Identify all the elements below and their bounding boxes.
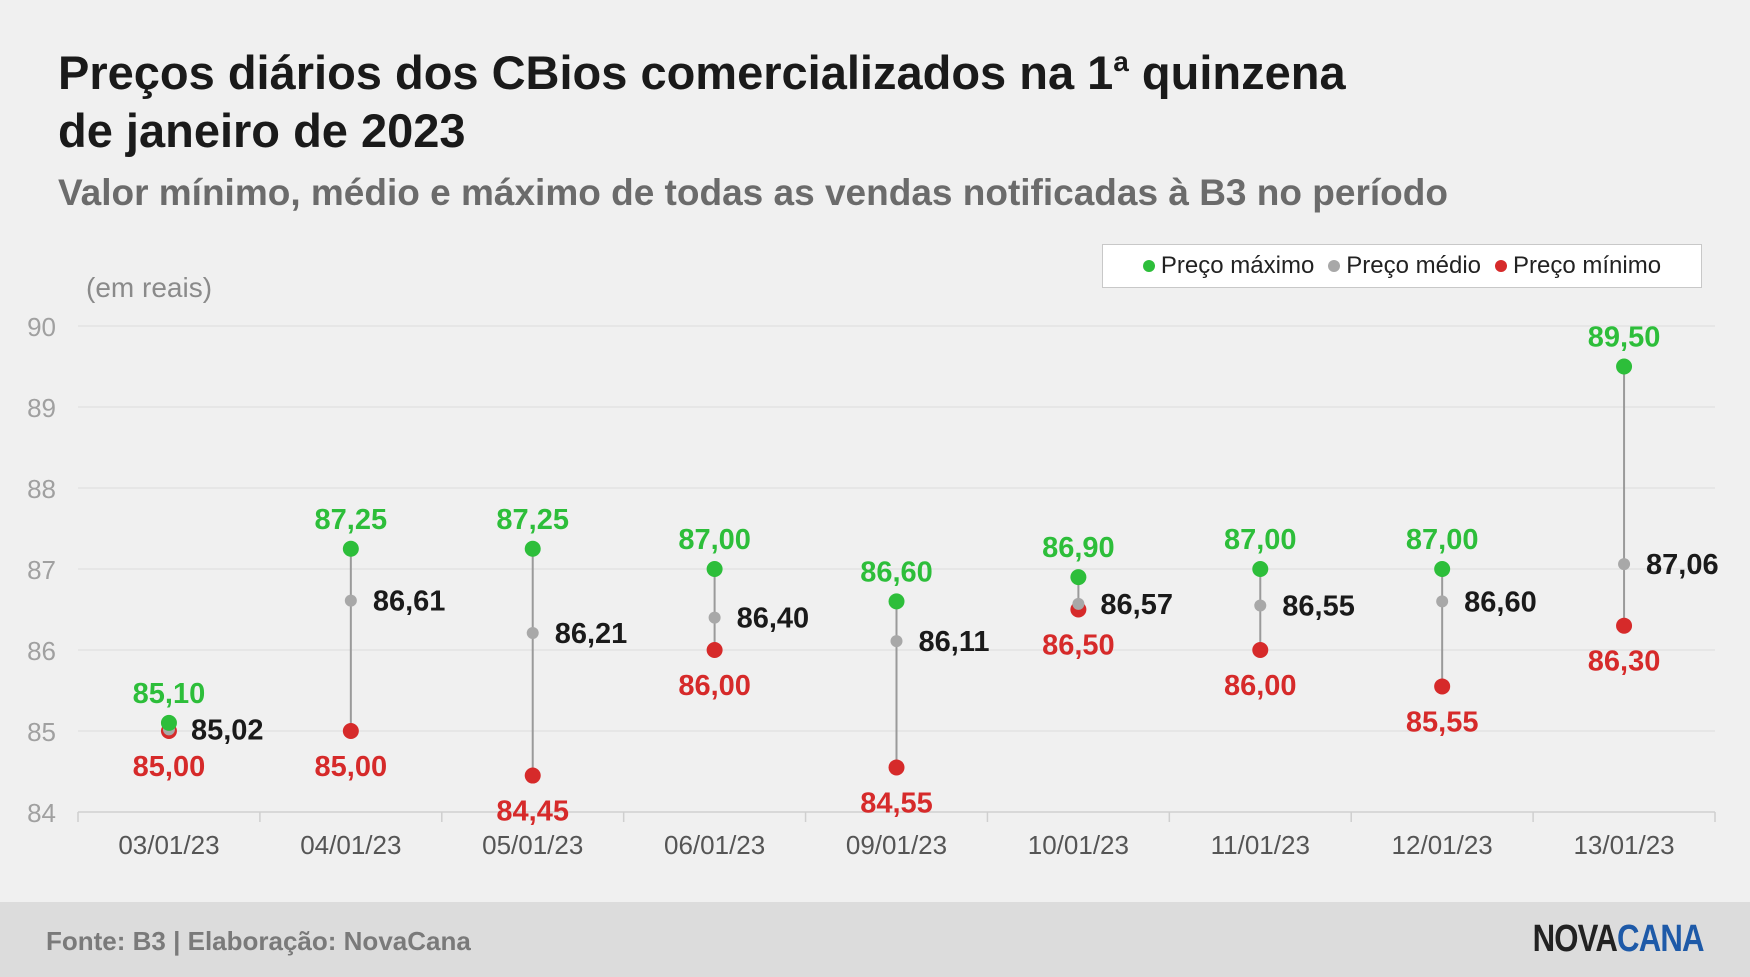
chart-title: Preços diários dos CBios comercializados…: [58, 44, 1458, 160]
chart-subtitle: Valor mínimo, médio e máximo de todas as…: [58, 172, 1448, 213]
min-point: [706, 642, 723, 658]
min-data-label: 85,55: [1406, 706, 1479, 738]
max-point: [1070, 569, 1087, 586]
max-point: [524, 540, 541, 557]
min-data-label: 86,30: [1588, 646, 1661, 678]
avg-data-label: 87,06: [1646, 549, 1719, 581]
avg-point: [1072, 597, 1085, 610]
legend-label-max: Preço máximo: [1160, 252, 1315, 279]
x-tick-label: 12/01/23: [1392, 830, 1493, 860]
max-data-label: 87,00: [1406, 524, 1479, 556]
min-data-label: 86,50: [1042, 630, 1115, 662]
legend-item-max: Preço máximo: [1142, 252, 1315, 280]
avg-point: [526, 626, 539, 639]
legend-label-avg: Preço médio: [1346, 252, 1482, 279]
avg-data-label: 86,57: [1100, 589, 1173, 621]
x-tick-label: 11/01/23: [1211, 830, 1310, 860]
avg-point: [344, 594, 357, 607]
avg-data-label: 86,55: [1282, 590, 1355, 622]
max-data-label: 86,90: [1042, 532, 1115, 564]
y-tick-label: 87: [27, 555, 56, 585]
x-tick-label: 10/01/23: [1028, 830, 1129, 860]
legend-marker-avg: [1328, 260, 1341, 272]
title-superscript: a: [1113, 46, 1129, 77]
avg-data-label: 86,21: [555, 618, 628, 650]
min-point: [1616, 617, 1633, 634]
max-data-label: 87,25: [496, 504, 569, 536]
max-data-label: 85,10: [133, 678, 206, 710]
avg-point: [1436, 595, 1449, 608]
max-point: [160, 714, 177, 731]
price-chart: (em reais) 84 85 86 87 88 89 90 03/01/23 04/01/23…: [27, 272, 1719, 860]
avg-point: [1618, 558, 1631, 571]
max-point: [1616, 358, 1633, 375]
max-data-label: 87,25: [315, 504, 388, 536]
y-tick-label: 85: [27, 717, 56, 747]
footer: Fonte: B3 | Elaboração: NovaCana NOVACAN…: [0, 902, 1750, 977]
max-point: [1434, 561, 1451, 577]
max-point: [342, 540, 359, 557]
y-tick-label: 84: [27, 798, 56, 828]
title-line1-end: quinzena: [1128, 46, 1346, 99]
min-point: [1252, 642, 1269, 658]
legend-item-avg: Preço médio: [1328, 252, 1481, 280]
x-tick-label: 04/01/23: [300, 830, 401, 860]
avg-data-label: 86,60: [1464, 586, 1537, 618]
min-data-label: 85,00: [133, 751, 206, 783]
min-data-label: 86,00: [1224, 670, 1297, 702]
avg-point: [708, 611, 721, 624]
x-tick-label: 09/01/23: [846, 830, 947, 860]
avg-data-label: 86,40: [737, 603, 810, 635]
min-point: [1434, 678, 1451, 695]
legend-marker-min: [1495, 260, 1508, 272]
max-point: [706, 561, 723, 577]
y-tick-label: 88: [27, 474, 56, 504]
title-line2: de janeiro de 2023: [58, 104, 466, 157]
min-point: [888, 759, 905, 776]
y-tick-label: 86: [27, 636, 56, 666]
min-data-label: 84,55: [860, 787, 933, 819]
x-tick-label: 13/01/23: [1573, 830, 1674, 860]
x-tick-label: 05/01/23: [482, 830, 583, 860]
avg-point: [890, 635, 903, 648]
max-data-label: 87,00: [678, 524, 751, 556]
min-point: [342, 723, 359, 739]
max-data-label: 87,00: [1224, 524, 1297, 556]
avg-data-label: 86,61: [373, 586, 446, 618]
avg-point: [1254, 599, 1267, 612]
avg-data-label: 86,11: [919, 626, 990, 658]
x-tick-label: 03/01/23: [118, 830, 219, 860]
max-data-label: 86,60: [860, 556, 933, 588]
min-point: [524, 767, 541, 784]
min-data-label: 85,00: [315, 751, 388, 783]
avg-data-label: 85,02: [191, 714, 264, 746]
min-data-label: 86,00: [678, 670, 751, 702]
legend-marker-max: [1142, 260, 1155, 272]
source-credit: Fonte: B3 | Elaboração: NovaCana: [46, 926, 471, 956]
max-point: [888, 593, 905, 610]
novacana-logo: NOVACANA: [1532, 918, 1705, 960]
max-point: [1252, 561, 1269, 577]
y-axis-label: (em reais): [86, 272, 212, 303]
chart-legend: Preço máximo Preço médio Preço mínimo: [1102, 244, 1702, 288]
min-data-label: 84,45: [496, 796, 569, 828]
y-tick-label: 89: [27, 393, 56, 423]
legend-label-min: Preço mínimo: [1513, 252, 1662, 279]
max-data-label: 89,50: [1588, 322, 1661, 354]
y-tick-label: 90: [27, 312, 56, 342]
legend-item-min: Preço mínimo: [1495, 252, 1661, 280]
title-line1: Preços diários dos CBios comercializados…: [58, 46, 1114, 99]
x-tick-label: 06/01/23: [664, 830, 765, 860]
